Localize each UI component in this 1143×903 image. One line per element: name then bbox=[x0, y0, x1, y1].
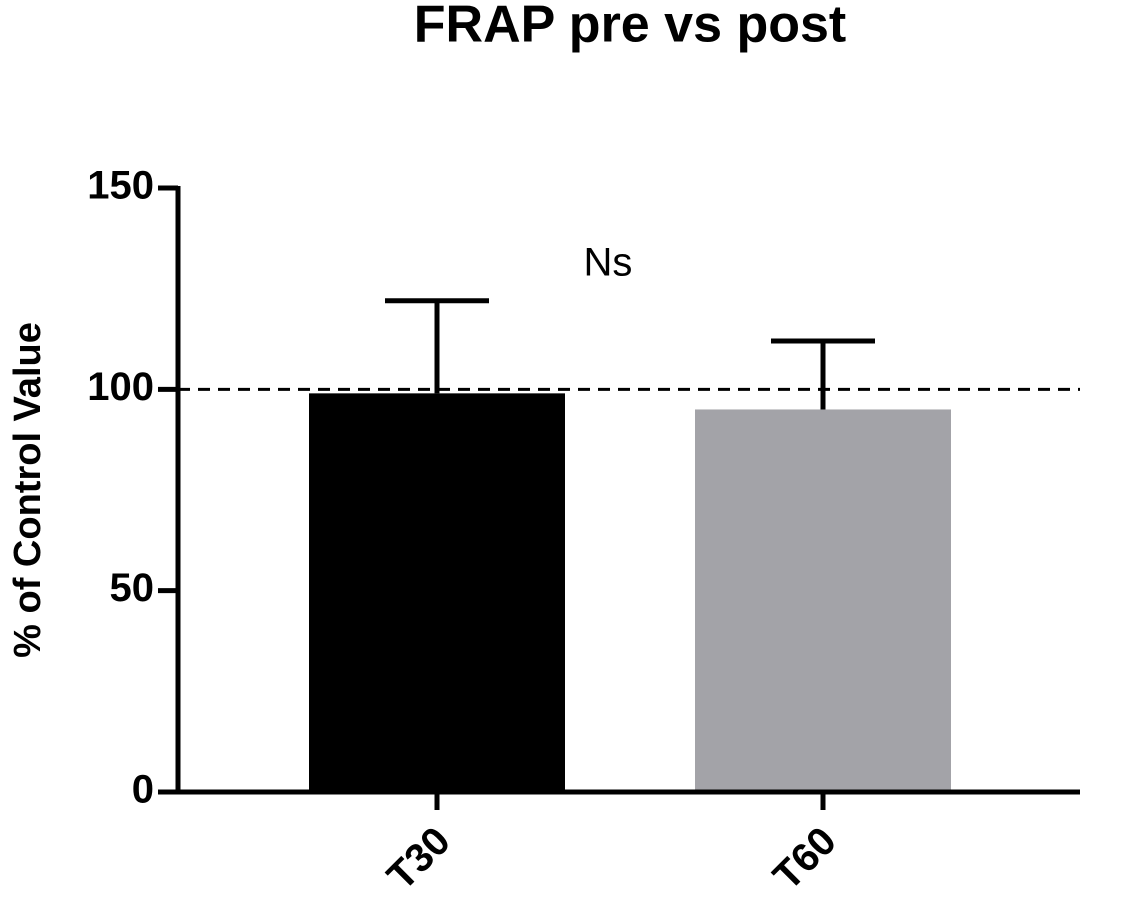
y-axis-label: % of Control Value bbox=[7, 322, 49, 658]
y-tick-label: 150 bbox=[87, 164, 154, 208]
x-tick-label: T60 bbox=[765, 819, 845, 899]
annotation: Ns bbox=[584, 241, 633, 285]
y-tick-label: 50 bbox=[110, 566, 155, 610]
bar bbox=[309, 393, 565, 792]
chart-title: FRAP pre vs post bbox=[414, 0, 846, 54]
y-tick-label: 100 bbox=[87, 365, 154, 409]
x-tick-label: T30 bbox=[379, 819, 459, 899]
bar bbox=[695, 409, 951, 792]
y-tick-label: 0 bbox=[132, 768, 154, 812]
